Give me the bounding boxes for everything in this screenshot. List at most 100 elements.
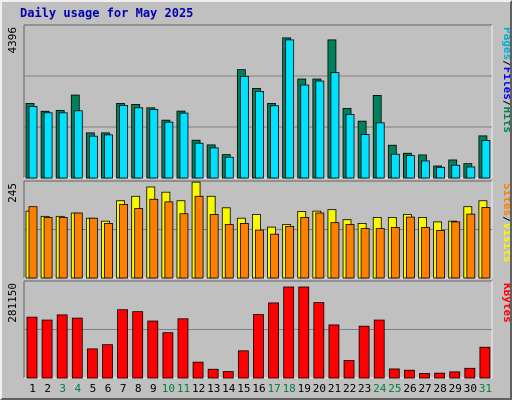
- files-bar: [164, 121, 174, 179]
- kbytes-bar: [268, 302, 279, 379]
- files-bar: [345, 114, 355, 179]
- kbytes-bar: [434, 372, 446, 379]
- series-label-part: Pages: [501, 27, 510, 60]
- sites-bar: [330, 222, 340, 279]
- x-tick-label: 30: [464, 382, 477, 395]
- kbytes-bar: [237, 350, 249, 379]
- kbytes-bar: [404, 369, 415, 379]
- kbytes-bar: [313, 302, 325, 379]
- x-tick-label: 11: [177, 382, 190, 395]
- sites-bar: [119, 204, 128, 279]
- panel-0-max-label: 4396: [6, 27, 19, 54]
- kbytes-bar: [71, 317, 83, 379]
- x-tick-label: 1: [29, 382, 36, 395]
- files-bar: [360, 134, 370, 179]
- series-label-part: /: [501, 100, 510, 107]
- files-bar: [88, 135, 98, 179]
- x-tick-label: 2: [44, 382, 51, 395]
- x-tick-label: 14: [222, 382, 236, 395]
- files-bar: [119, 105, 128, 179]
- x-tick-label: 29: [449, 382, 462, 395]
- sites-bar: [345, 224, 355, 279]
- x-tick-label: 18: [283, 382, 296, 395]
- sites-bar: [390, 227, 400, 279]
- x-tick-label: 16: [252, 382, 265, 395]
- kbytes-bar: [253, 314, 264, 379]
- sites-bar: [300, 217, 310, 279]
- files-bar: [466, 166, 476, 179]
- files-bar: [451, 164, 461, 179]
- files-bar: [239, 75, 249, 179]
- sites-bar: [270, 233, 279, 279]
- files-bar: [194, 142, 204, 179]
- x-tick-label: 3: [59, 382, 66, 395]
- sites-bar: [104, 222, 113, 279]
- sites-bar: [406, 216, 415, 279]
- files-bar: [58, 112, 68, 179]
- sites-bar: [360, 228, 370, 279]
- x-tick-label: 31: [479, 382, 492, 395]
- kbytes-bar: [328, 324, 340, 379]
- kbytes-bar: [388, 368, 400, 379]
- series-label-part: Files: [501, 67, 510, 100]
- kbytes-bar: [102, 344, 113, 379]
- files-bar: [43, 112, 53, 179]
- files-bar: [224, 156, 234, 179]
- kbytes-bar: [222, 371, 234, 379]
- x-tick-label: 5: [90, 382, 97, 395]
- series-label-part: Hits: [501, 107, 510, 134]
- sites-bar: [421, 227, 430, 279]
- files-bar: [481, 140, 491, 179]
- panel-2-max-label: 281150: [6, 283, 19, 323]
- sites-bar: [134, 208, 144, 279]
- x-tick-label: 23: [358, 382, 371, 395]
- sites-bar: [164, 201, 174, 279]
- files-bar: [28, 106, 38, 179]
- x-tick-label: 6: [105, 382, 112, 395]
- sites-bar: [481, 207, 491, 279]
- x-tick-label: 17: [267, 382, 280, 395]
- kbytes-bar: [207, 368, 219, 379]
- x-tick-label: 19: [298, 382, 311, 395]
- sites-bar: [451, 221, 461, 279]
- kbytes-bar: [162, 332, 174, 379]
- files-bar: [421, 160, 430, 179]
- x-tick-label: 22: [343, 382, 356, 395]
- x-tick-label: 28: [434, 382, 447, 395]
- x-tick-label: 24: [373, 382, 387, 395]
- files-bar: [104, 134, 113, 179]
- files-bar: [285, 39, 295, 179]
- series-label-part: /: [501, 216, 510, 223]
- sites-bar: [88, 217, 98, 279]
- sites-bar: [58, 217, 68, 279]
- panel-2-series-label: KBytes: [501, 283, 510, 323]
- files-bar: [300, 84, 310, 179]
- kbytes-bar: [343, 360, 355, 379]
- x-tick-label: 8: [135, 382, 142, 395]
- x-tick-label: 20: [313, 382, 326, 395]
- x-tick-label: 12: [192, 382, 205, 395]
- kbytes-bar: [419, 373, 430, 379]
- x-tick-label: 9: [150, 382, 157, 395]
- kbytes-bar: [147, 320, 159, 379]
- panel-1-max-label: 245: [6, 183, 19, 203]
- files-bar: [255, 90, 264, 179]
- x-tick-label: 10: [162, 382, 175, 395]
- files-bar: [179, 112, 189, 179]
- files-bar: [375, 122, 385, 179]
- sites-bar: [375, 228, 385, 279]
- files-bar: [270, 105, 279, 179]
- files-bar: [73, 110, 83, 179]
- sites-bar: [315, 212, 325, 279]
- sites-bar: [194, 195, 204, 279]
- chart-title: Daily usage for May 2025: [20, 6, 194, 20]
- sites-bar: [466, 213, 476, 279]
- files-bar: [406, 155, 415, 179]
- kbytes-bar: [56, 314, 68, 379]
- x-tick-label: 4: [75, 382, 82, 395]
- files-bar: [390, 153, 400, 179]
- sites-bar: [285, 225, 295, 279]
- files-bar: [330, 72, 340, 179]
- x-tick-label: 13: [207, 382, 220, 395]
